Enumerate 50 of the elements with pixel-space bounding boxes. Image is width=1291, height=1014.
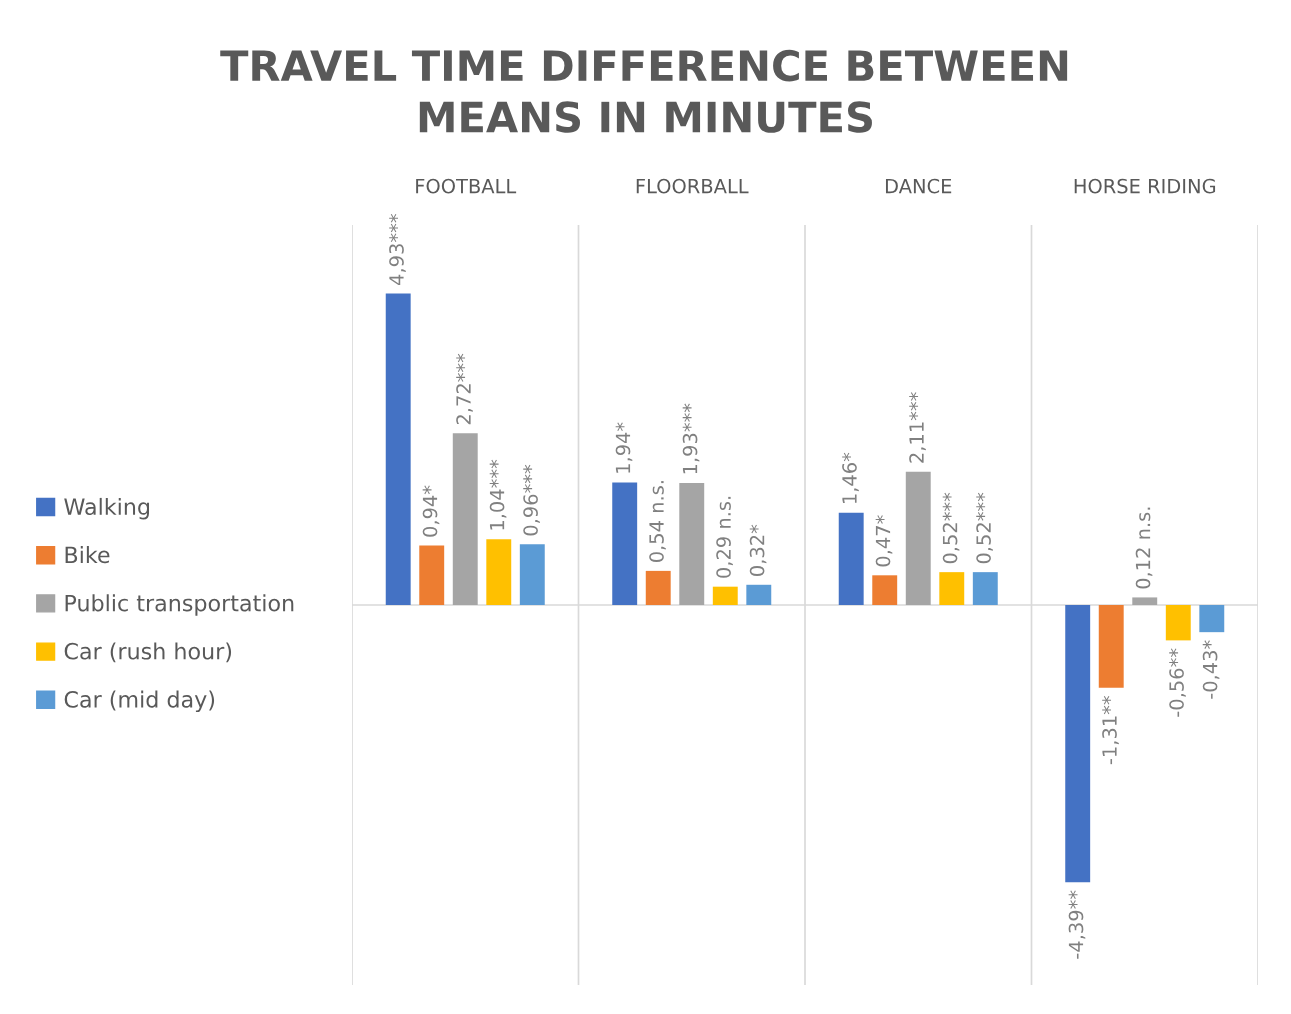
bar [746, 584, 772, 605]
bar [385, 293, 411, 605]
data-label: -4,39** [1068, 890, 1086, 959]
bar [1065, 605, 1091, 883]
bar [486, 539, 512, 605]
bar [972, 572, 998, 605]
data-label: 0,29 n.s. [716, 496, 733, 578]
data-label: 2,11*** [909, 392, 926, 463]
data-label: 1,93*** [682, 403, 700, 474]
data-label: 1,46* [842, 452, 859, 504]
bar [519, 544, 545, 605]
data-label: 1,94* [615, 422, 633, 473]
legend-label: Walking [64, 497, 150, 520]
bar [612, 482, 638, 605]
bar [645, 570, 671, 605]
data-label: 0,32* [749, 524, 767, 576]
data-label: 0,12 n.s. [1135, 507, 1153, 589]
legend-label: Bike [65, 546, 110, 564]
data-label: 0,52*** [976, 492, 993, 564]
data-label: 0,54 n.s. [649, 481, 666, 562]
legend-label: Car (rush hour) [64, 642, 232, 663]
data-label: 4,93*** [389, 214, 406, 285]
bar [452, 433, 478, 605]
data-label: -1,31** [1102, 695, 1119, 765]
bar [1199, 605, 1225, 633]
bar [939, 572, 965, 605]
x-tick-label: FLOORBALL [636, 178, 749, 194]
bar [679, 483, 705, 605]
x-tick-label: HORSE RIDING [1074, 178, 1216, 194]
data-label: 0,94* [422, 485, 440, 537]
chart-title: TRAVEL TIME DIFFERENCE BETWEEN MEANS IN MINUTES [220, 49, 1068, 133]
x-tick-label: FOOTBALL [416, 178, 517, 194]
legend-label: Public transportation [65, 594, 294, 616]
x-tick-label: DANCE [885, 178, 952, 194]
bar [1098, 605, 1124, 688]
bar [419, 545, 445, 605]
bar [838, 512, 864, 605]
bar [905, 471, 931, 605]
data-label: 0,52*** [942, 492, 960, 564]
bar [1165, 605, 1191, 641]
data-label: -0,56** [1169, 648, 1186, 717]
data-label: 2,72*** [456, 353, 473, 425]
data-label: 1,04*** [489, 459, 507, 530]
bar [712, 586, 738, 605]
bar [1132, 597, 1158, 605]
data-label: 0,47* [875, 515, 893, 567]
bar [872, 575, 898, 605]
legend-label: Car (mid day) [64, 690, 215, 713]
data-label: -0,43* [1202, 640, 1220, 699]
data-label: 0,96*** [523, 464, 540, 536]
